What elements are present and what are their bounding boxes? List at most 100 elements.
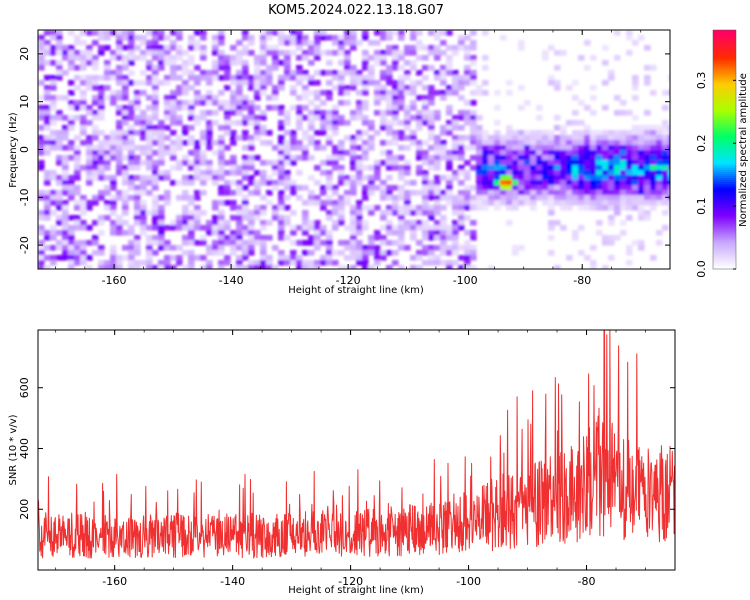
heatmap-cell [476, 180, 483, 186]
heatmap-cell [422, 115, 429, 121]
colorbar-segment [713, 55, 736, 59]
heatmap-cell [80, 40, 87, 46]
heatmap-cell [548, 155, 555, 161]
heatmap-cell [464, 120, 471, 126]
heatmap-cell [266, 255, 273, 261]
heatmap-cell [620, 150, 627, 156]
heatmap-cell [56, 180, 63, 186]
heatmap-cell [266, 160, 273, 166]
heatmap-cell [410, 60, 417, 66]
heatmap-cell [404, 120, 411, 126]
heatmap-cell [614, 165, 621, 171]
heatmap-cell [278, 135, 285, 141]
colorbar-segment [713, 45, 736, 49]
heatmap-cell [518, 145, 525, 151]
heatmap-cell [44, 125, 51, 131]
heatmap-cell [128, 140, 135, 146]
heatmap-cell [518, 170, 525, 176]
heatmap-cell [50, 175, 57, 181]
heatmap-cell [80, 200, 87, 206]
heatmap-cell [218, 155, 225, 161]
heatmap-cell [134, 120, 141, 126]
heatmap-cell [326, 60, 333, 66]
heatmap-cell [470, 130, 477, 136]
heatmap-cell [92, 130, 99, 136]
heatmap-cell [374, 80, 381, 86]
heatmap-cell [296, 185, 303, 191]
heatmap-cell [518, 165, 525, 171]
heatmap-cell [290, 70, 297, 76]
heatmap-cell [476, 175, 483, 181]
heatmap-cell [260, 115, 267, 121]
heatmap-cell [596, 220, 603, 226]
heatmap-cell [230, 100, 237, 106]
heatmap-cell [80, 65, 87, 71]
heatmap-cell [188, 175, 195, 181]
heatmap-cell [626, 245, 633, 251]
heatmap-cell [536, 155, 543, 161]
heatmap-cell [302, 210, 309, 216]
heatmap-cell [584, 185, 591, 191]
heatmap-cell [116, 160, 123, 166]
heatmap-cell [362, 115, 369, 121]
heatmap-cell [434, 45, 441, 51]
heatmap-cell [194, 175, 201, 181]
heatmap-cell [92, 155, 99, 161]
heatmap-cell [308, 190, 315, 196]
heatmap-cell [392, 160, 399, 166]
heatmap-cell [218, 35, 225, 41]
heatmap-cell [194, 190, 201, 196]
heatmap-cell [80, 240, 87, 246]
heatmap-cell [50, 105, 57, 111]
heatmap-cell [476, 205, 483, 211]
heatmap-cell [194, 95, 201, 101]
heatmap-cell [260, 195, 267, 201]
colorbar-segment [713, 197, 736, 200]
heatmap-cell [356, 255, 363, 261]
heatmap-cell [404, 205, 411, 211]
heatmap-cell [170, 220, 177, 226]
heatmap-cell [470, 80, 477, 86]
heatmap-cell [386, 205, 393, 211]
heatmap-cell [290, 75, 297, 81]
heatmap-cell [350, 180, 357, 186]
heatmap-cell [86, 85, 93, 91]
heatmap-cell [530, 140, 537, 146]
heatmap-cell [236, 60, 243, 66]
heatmap-cell [404, 75, 411, 81]
heatmap-cell [182, 215, 189, 221]
heatmap-cell [116, 140, 123, 146]
heatmap-cell [44, 255, 51, 261]
heatmap-cell [176, 165, 183, 171]
heatmap-cell [212, 35, 219, 41]
heatmap-cell [140, 160, 147, 166]
colorbar-segment [713, 49, 736, 53]
heatmap-cell [320, 255, 327, 261]
heatmap-cell [212, 220, 219, 226]
heatmap-cell [422, 75, 429, 81]
heatmap-cell [482, 135, 489, 141]
colorbar-segment [713, 35, 736, 39]
heatmap-cell [164, 255, 171, 261]
heatmap-cell [188, 140, 195, 146]
colorbar-segment [713, 237, 736, 240]
heatmap-cell [338, 40, 345, 46]
heatmap-cell [626, 140, 633, 146]
heatmap-cell [242, 35, 249, 41]
heatmap-cell [200, 35, 207, 41]
heatmap-cell [110, 180, 117, 186]
heatmap-cell [122, 170, 129, 176]
heatmap-cell [440, 95, 447, 101]
heatmap-cell [218, 40, 225, 46]
heatmap-cell [242, 70, 249, 76]
heatmap-cell [296, 260, 303, 266]
heatmap-cell [536, 180, 543, 186]
heatmap-cell [56, 115, 63, 121]
heatmap-cell [506, 125, 513, 131]
heatmap-cell [80, 210, 87, 216]
heatmap-cell [362, 105, 369, 111]
heatmap-cell [428, 260, 435, 266]
heatmap-cell [398, 135, 405, 141]
heatmap-cell [278, 150, 285, 156]
heatmap-cell [104, 260, 111, 266]
